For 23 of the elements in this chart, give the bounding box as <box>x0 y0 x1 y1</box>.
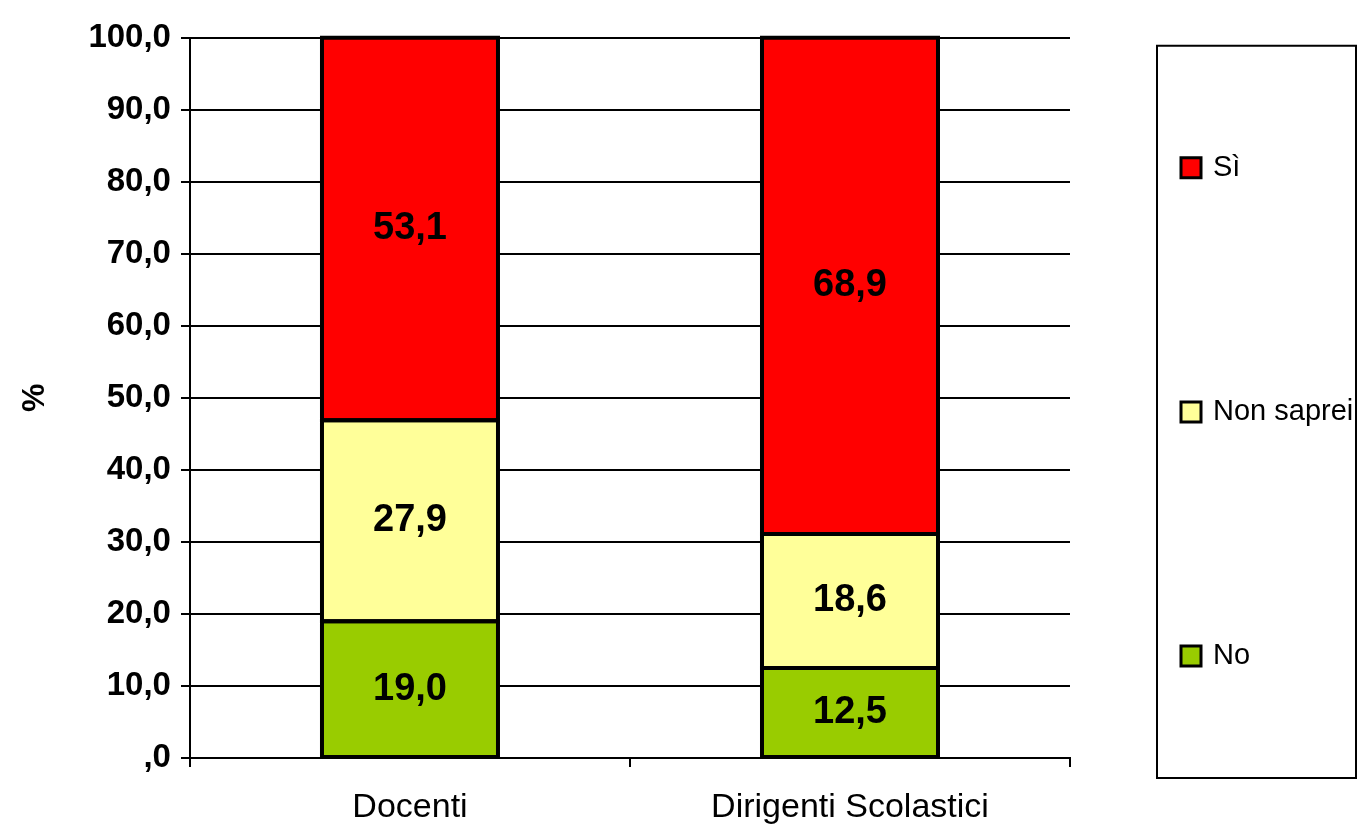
legend-label: No <box>1213 637 1251 670</box>
data-label: 68,9 <box>813 262 887 305</box>
y-tick-label: 80,0 <box>106 160 171 198</box>
y-tick-label: ,0 <box>143 737 171 775</box>
y-tick-label: 50,0 <box>106 376 171 414</box>
y-axis-title: % <box>15 383 52 413</box>
data-label: 19,0 <box>373 665 447 708</box>
data-label: 53,1 <box>373 205 447 248</box>
x-tick-label: Docenti <box>352 785 468 824</box>
y-tick-label: 30,0 <box>106 521 171 559</box>
legend-label: Non saprei <box>1213 393 1354 426</box>
legend-label: Sì <box>1213 149 1241 182</box>
y-tick-label: 70,0 <box>106 232 171 270</box>
y-tick-label: 100,0 <box>88 16 171 54</box>
x-tick-label: Dirigenti Scolastici <box>711 785 989 824</box>
data-label: 27,9 <box>373 497 447 540</box>
y-tick-label: 20,0 <box>106 593 171 631</box>
y-tick-label: 40,0 <box>106 449 171 487</box>
y-tick-label: 90,0 <box>106 88 171 126</box>
data-label: 12,5 <box>813 688 887 731</box>
y-tick-label: 10,0 <box>106 665 171 703</box>
data-label: 18,6 <box>813 577 887 620</box>
y-tick-label: 60,0 <box>106 304 171 342</box>
